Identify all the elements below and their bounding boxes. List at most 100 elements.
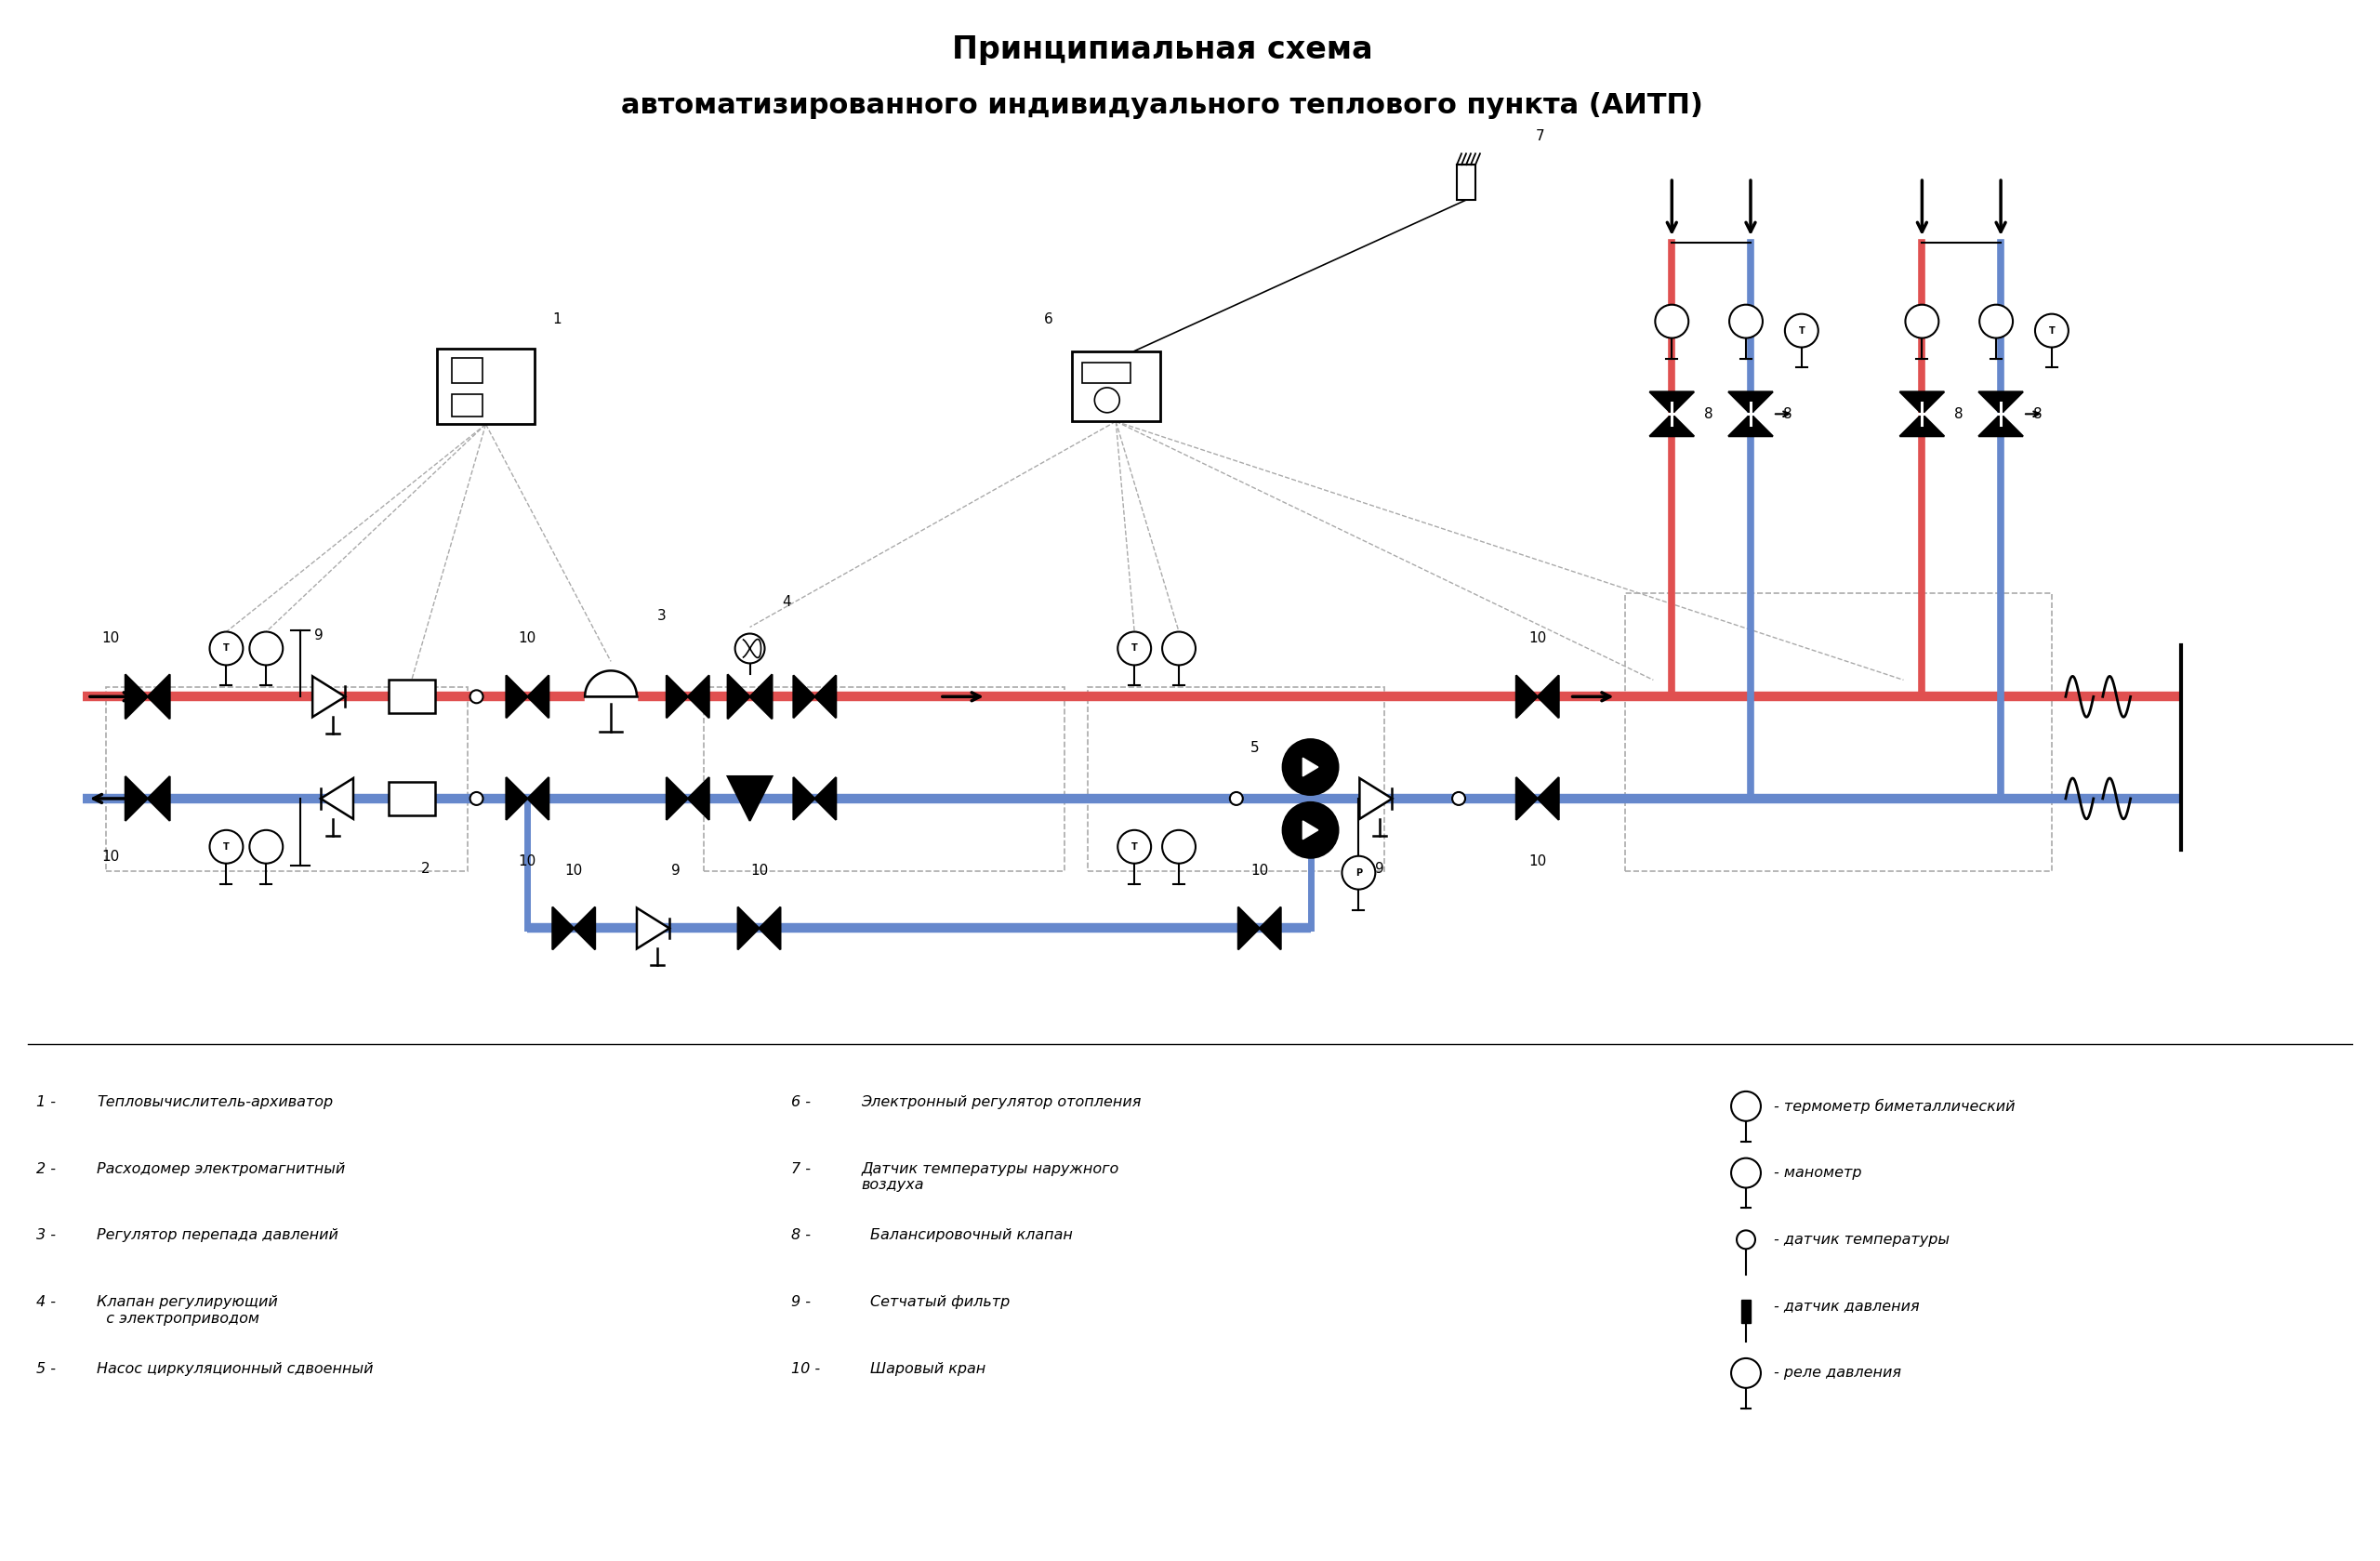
Text: T: T (1742, 1102, 1749, 1110)
Polygon shape (728, 776, 771, 821)
Circle shape (469, 690, 483, 702)
Bar (1071, 351, 1159, 421)
Bar (388, 681, 436, 713)
Text: 8: 8 (2033, 407, 2042, 421)
Polygon shape (552, 907, 574, 949)
Bar (704, 687, 1064, 871)
Circle shape (1161, 830, 1195, 863)
Polygon shape (1302, 821, 1319, 840)
Polygon shape (1728, 414, 1773, 436)
Text: 5: 5 (1250, 740, 1259, 754)
Text: 9: 9 (671, 863, 681, 877)
Circle shape (1283, 740, 1338, 795)
Polygon shape (321, 779, 352, 820)
Text: T: T (2049, 326, 2054, 336)
Polygon shape (688, 676, 709, 718)
Text: Регулятор перепада давлений: Регулятор перепада давлений (98, 1229, 338, 1243)
Bar (105, 687, 466, 871)
Polygon shape (574, 907, 595, 949)
Polygon shape (148, 674, 169, 720)
Polygon shape (1649, 392, 1695, 414)
Text: 10: 10 (519, 854, 536, 868)
Text: - датчик температуры: - датчик температуры (1773, 1233, 1949, 1247)
Text: 10: 10 (1528, 632, 1547, 646)
Text: T: T (1130, 841, 1138, 851)
Text: 6 -: 6 - (793, 1096, 812, 1108)
Text: 10: 10 (102, 632, 119, 646)
Text: P: P (1742, 1369, 1749, 1377)
Polygon shape (1649, 414, 1695, 436)
Circle shape (1980, 304, 2013, 339)
Text: Расходомер электромагнитный: Расходомер электромагнитный (98, 1161, 345, 1175)
Text: 7 -: 7 - (793, 1161, 812, 1175)
Text: 10: 10 (102, 849, 119, 863)
Text: 10: 10 (564, 863, 583, 877)
Circle shape (1119, 830, 1152, 863)
Text: Клапан регулирующий
  с электроприводом: Клапан регулирующий с электроприводом (98, 1296, 278, 1325)
Text: автоматизированного индивидуального теплового пункта (АИТП): автоматизированного индивидуального тепл… (621, 92, 1704, 119)
Text: 8 -: 8 - (793, 1229, 812, 1243)
Text: Балансировочный клапан: Балансировочный клапан (871, 1229, 1073, 1243)
Circle shape (469, 791, 483, 805)
Polygon shape (738, 907, 759, 949)
Text: 10 -: 10 - (793, 1361, 821, 1375)
Polygon shape (793, 777, 814, 820)
Text: 9: 9 (1376, 862, 1385, 876)
Polygon shape (126, 674, 148, 720)
Text: - датчик давления: - датчик давления (1773, 1299, 1918, 1313)
Polygon shape (1899, 392, 1944, 414)
Text: P: P (1354, 868, 1361, 877)
Polygon shape (1728, 392, 1773, 414)
Polygon shape (1259, 907, 1280, 949)
Bar (1083, 362, 1130, 384)
Text: - реле давления: - реле давления (1773, 1366, 1902, 1380)
Text: - манометр: - манометр (1773, 1166, 1861, 1180)
Bar (1742, 1300, 1752, 1324)
Polygon shape (1516, 777, 1537, 820)
Text: 1: 1 (552, 312, 562, 326)
Text: 9: 9 (314, 629, 324, 643)
Text: 8: 8 (1954, 407, 1964, 421)
Polygon shape (759, 907, 781, 949)
Polygon shape (1978, 414, 2023, 436)
Circle shape (2035, 314, 2068, 347)
Text: - термометр биметаллический: - термометр биметаллический (1773, 1099, 2016, 1113)
Bar (1088, 687, 1385, 871)
Polygon shape (793, 676, 814, 718)
Polygon shape (1978, 392, 2023, 414)
Text: 2 -: 2 - (36, 1161, 55, 1175)
Circle shape (1730, 1358, 1761, 1388)
Polygon shape (1537, 777, 1559, 820)
Polygon shape (1899, 414, 1944, 436)
Polygon shape (507, 676, 528, 718)
Text: 4 -: 4 - (36, 1296, 55, 1310)
Text: Электронный регулятор отопления: Электронный регулятор отопления (862, 1096, 1142, 1108)
Polygon shape (585, 671, 638, 696)
Circle shape (1906, 304, 1940, 339)
Text: 6: 6 (1042, 312, 1052, 326)
Bar (452, 357, 483, 382)
Circle shape (735, 634, 764, 663)
Text: 8: 8 (1783, 407, 1792, 421)
Text: 10: 10 (1250, 863, 1269, 877)
Circle shape (209, 830, 243, 863)
Text: Сетчатый фильтр: Сетчатый фильтр (871, 1296, 1009, 1310)
Circle shape (1119, 632, 1152, 665)
Polygon shape (688, 777, 709, 820)
Polygon shape (666, 777, 688, 820)
Polygon shape (666, 676, 688, 718)
Circle shape (1342, 855, 1376, 890)
Text: T: T (1799, 326, 1804, 336)
Polygon shape (1359, 779, 1392, 820)
Bar (388, 782, 436, 815)
Text: T: T (1130, 643, 1138, 652)
Text: 7: 7 (1535, 130, 1545, 144)
Circle shape (1730, 304, 1764, 339)
Text: Насос циркуляционный сдвоенный: Насос циркуляционный сдвоенный (98, 1361, 374, 1375)
Circle shape (1737, 1230, 1754, 1249)
Text: 9 -: 9 - (793, 1296, 812, 1310)
Text: T: T (224, 841, 228, 851)
Polygon shape (814, 676, 835, 718)
Bar (438, 348, 536, 425)
Polygon shape (312, 676, 345, 716)
